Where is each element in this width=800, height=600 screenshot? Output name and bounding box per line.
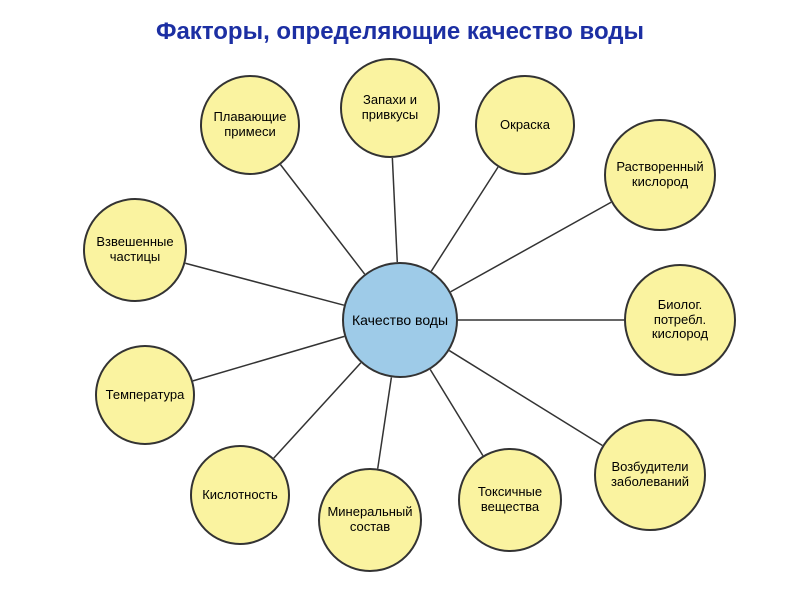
edge-acidity bbox=[274, 363, 361, 458]
edge-impurities bbox=[280, 165, 364, 274]
edge-mineral bbox=[378, 377, 392, 468]
node-impurities: Плавающие примеси bbox=[200, 75, 300, 175]
node-suspended: Взвешенные частицы bbox=[83, 198, 187, 302]
diagram-canvas: Факторы, определяющие качество воды Плав… bbox=[0, 0, 800, 600]
edge-suspended bbox=[185, 263, 344, 305]
node-color: Окраска bbox=[475, 75, 575, 175]
node-oxygen: Растворенный кислород bbox=[604, 119, 716, 231]
edge-temperature bbox=[193, 336, 344, 381]
node-biooxy: Биолог. потребл. кислород bbox=[624, 264, 736, 376]
edge-oxygen bbox=[451, 202, 611, 291]
edge-smell bbox=[392, 158, 397, 262]
node-center: Качество воды bbox=[342, 262, 458, 378]
edge-color bbox=[431, 167, 498, 271]
node-toxic: Токсичные вещества bbox=[458, 448, 562, 552]
node-acidity: Кислотность bbox=[190, 445, 290, 545]
node-pathogens: Возбудители заболеваний bbox=[594, 419, 706, 531]
edge-toxic bbox=[430, 369, 483, 455]
node-temperature: Температура bbox=[95, 345, 195, 445]
node-mineral: Минеральный состав bbox=[318, 468, 422, 572]
node-smell: Запахи и привкусы bbox=[340, 58, 440, 158]
edge-pathogens bbox=[449, 351, 602, 446]
page-title: Факторы, определяющие качество воды bbox=[0, 18, 800, 46]
